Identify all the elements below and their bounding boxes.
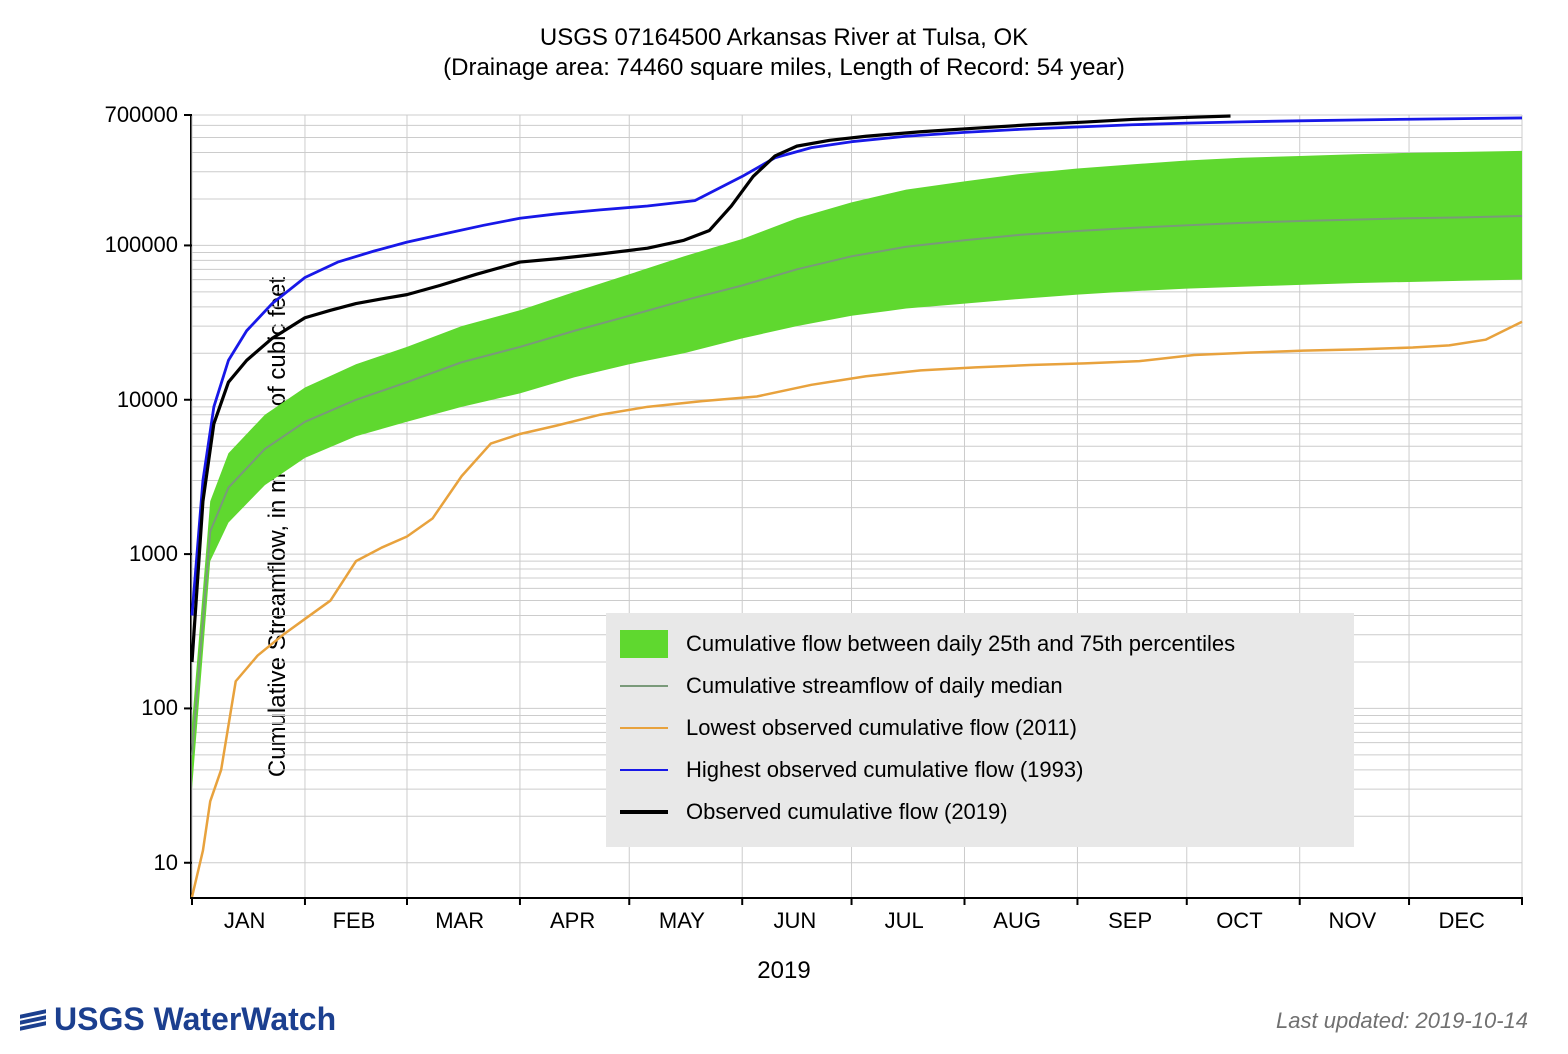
x-tick-label: JUL <box>885 908 924 934</box>
legend-label: Lowest observed cumulative flow (2011) <box>686 715 1077 741</box>
legend-label: Highest observed cumulative flow (1993) <box>686 757 1083 783</box>
last-updated: Last updated: 2019-10-14 <box>1276 1008 1528 1034</box>
y-tick-label: 10000 <box>78 387 178 413</box>
x-tick-label: AUG <box>993 908 1041 934</box>
x-tick-label: NOV <box>1329 908 1377 934</box>
y-tick-label: 100000 <box>78 232 178 258</box>
x-tick-label: MAR <box>435 908 484 934</box>
legend-item: Observed cumulative flow (2019) <box>620 791 1340 833</box>
x-axis-label: 2019 <box>0 957 1568 985</box>
legend: Cumulative flow between daily 25th and 7… <box>606 613 1354 847</box>
y-tick-label: 10 <box>78 850 178 876</box>
x-tick-label: SEP <box>1108 908 1152 934</box>
legend-swatch <box>620 630 668 658</box>
y-tick-label: 100 <box>78 695 178 721</box>
legend-label: Cumulative flow between daily 25th and 7… <box>686 631 1235 657</box>
legend-item: Cumulative streamflow of daily median <box>620 665 1340 707</box>
usgs-wave-icon <box>20 1012 46 1028</box>
y-tick-label: 700000 <box>78 102 178 128</box>
brand-text: USGS WaterWatch <box>54 1001 336 1038</box>
legend-line-sample <box>620 685 668 687</box>
legend-label: Cumulative streamflow of daily median <box>686 673 1063 699</box>
x-tick-label: OCT <box>1216 908 1262 934</box>
legend-line-sample <box>620 769 668 772</box>
x-tick-label: JUN <box>773 908 816 934</box>
legend-line-sample <box>620 810 668 813</box>
chart-title-line1: USGS 07164500 Arkansas River at Tulsa, O… <box>0 24 1568 52</box>
x-tick-label: FEB <box>333 908 376 934</box>
legend-item: Lowest observed cumulative flow (2011) <box>620 707 1340 749</box>
y-tick-label: 1000 <box>78 541 178 567</box>
legend-line-sample <box>620 727 668 730</box>
legend-item: Highest observed cumulative flow (1993) <box>620 749 1340 791</box>
chart-title-line2: (Drainage area: 74460 square miles, Leng… <box>0 54 1568 82</box>
x-tick-label: JAN <box>224 908 266 934</box>
legend-item: Cumulative flow between daily 25th and 7… <box>620 623 1340 665</box>
legend-label: Observed cumulative flow (2019) <box>686 799 1008 825</box>
x-tick-label: DEC <box>1438 908 1484 934</box>
chart-container: USGS 07164500 Arkansas River at Tulsa, O… <box>0 0 1568 1054</box>
x-tick-label: APR <box>550 908 595 934</box>
x-tick-label: MAY <box>659 908 705 934</box>
brand: USGS WaterWatch <box>20 1001 336 1038</box>
